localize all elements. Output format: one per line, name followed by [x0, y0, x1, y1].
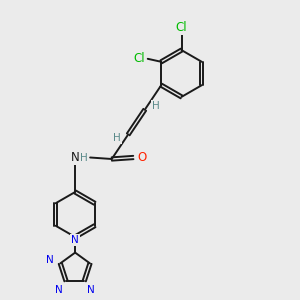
- Text: Cl: Cl: [134, 52, 146, 65]
- Text: H: H: [152, 101, 160, 111]
- Text: H: H: [80, 152, 87, 163]
- Text: Cl: Cl: [176, 21, 187, 34]
- Text: N: N: [71, 151, 80, 164]
- Text: O: O: [137, 151, 146, 164]
- Text: N: N: [71, 235, 79, 245]
- Text: N: N: [87, 285, 95, 295]
- Text: N: N: [56, 285, 63, 295]
- Text: N: N: [46, 255, 53, 265]
- Text: H: H: [113, 133, 121, 143]
